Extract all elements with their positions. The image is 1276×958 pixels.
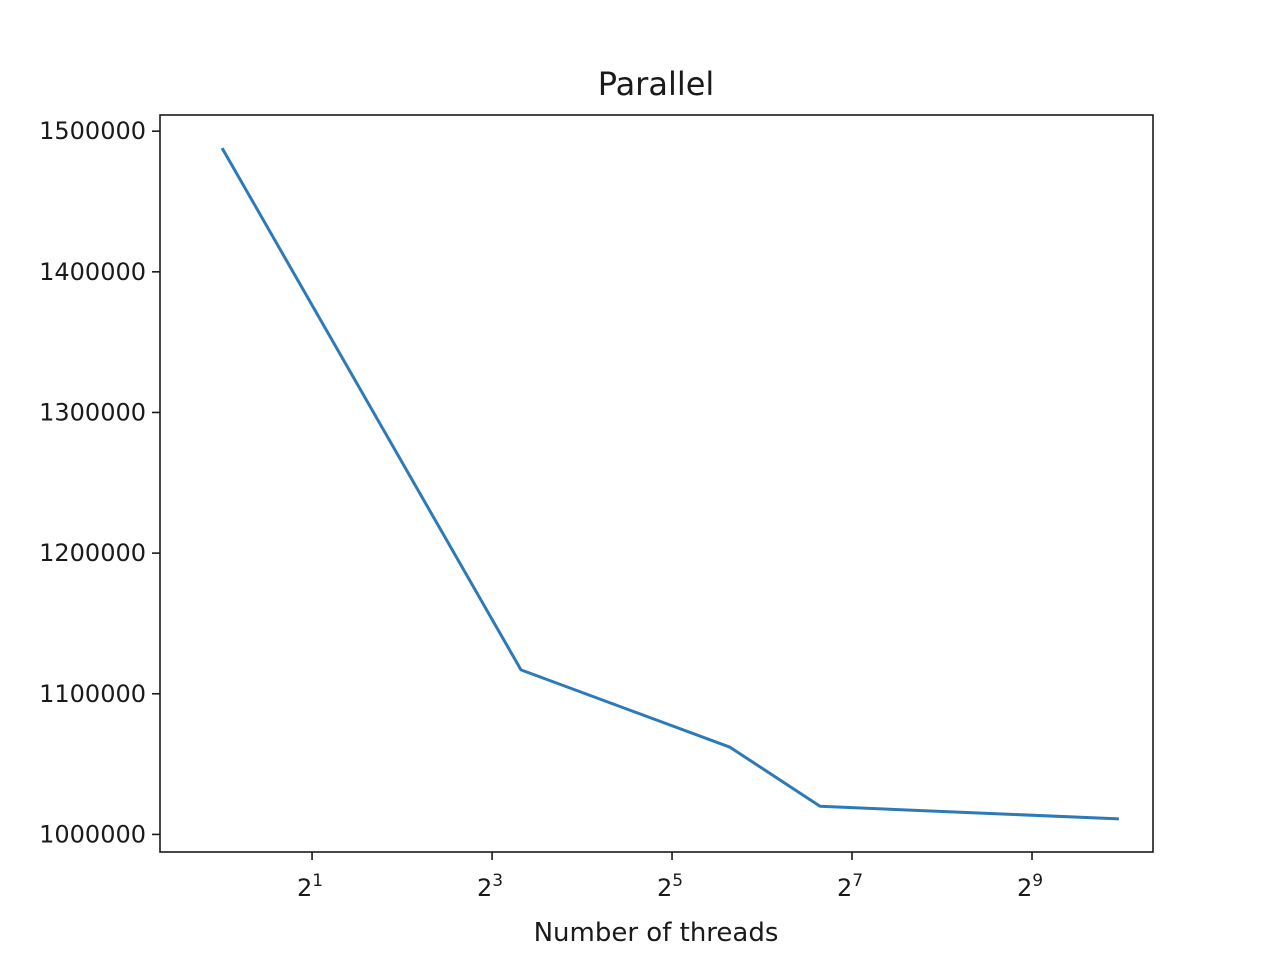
x-tick-label: 23: [477, 871, 503, 902]
x-tick-label: 29: [1017, 871, 1043, 902]
x-tick-label: 21: [297, 871, 323, 902]
x-tick-label: 27: [837, 871, 863, 902]
plot-area: 1000000 1100000 1200000 1300000 1400000 15000…: [39, 114, 1154, 902]
x-tick-label: 25: [657, 871, 683, 902]
y-tick-label: 1300000: [39, 398, 146, 426]
y-tick-label: 1500000: [39, 117, 146, 145]
axes-frame: [159, 114, 1154, 853]
y-tick-label: 1200000: [39, 539, 146, 567]
y-tick-label: 1400000: [39, 258, 146, 286]
y-tick-label: 1000000: [39, 820, 146, 848]
x-axis-title: Number of threads: [534, 918, 779, 948]
chart-title: Parallel: [598, 65, 715, 103]
y-tick-label: 1100000: [39, 680, 146, 708]
series-line: [220, 147, 1119, 821]
